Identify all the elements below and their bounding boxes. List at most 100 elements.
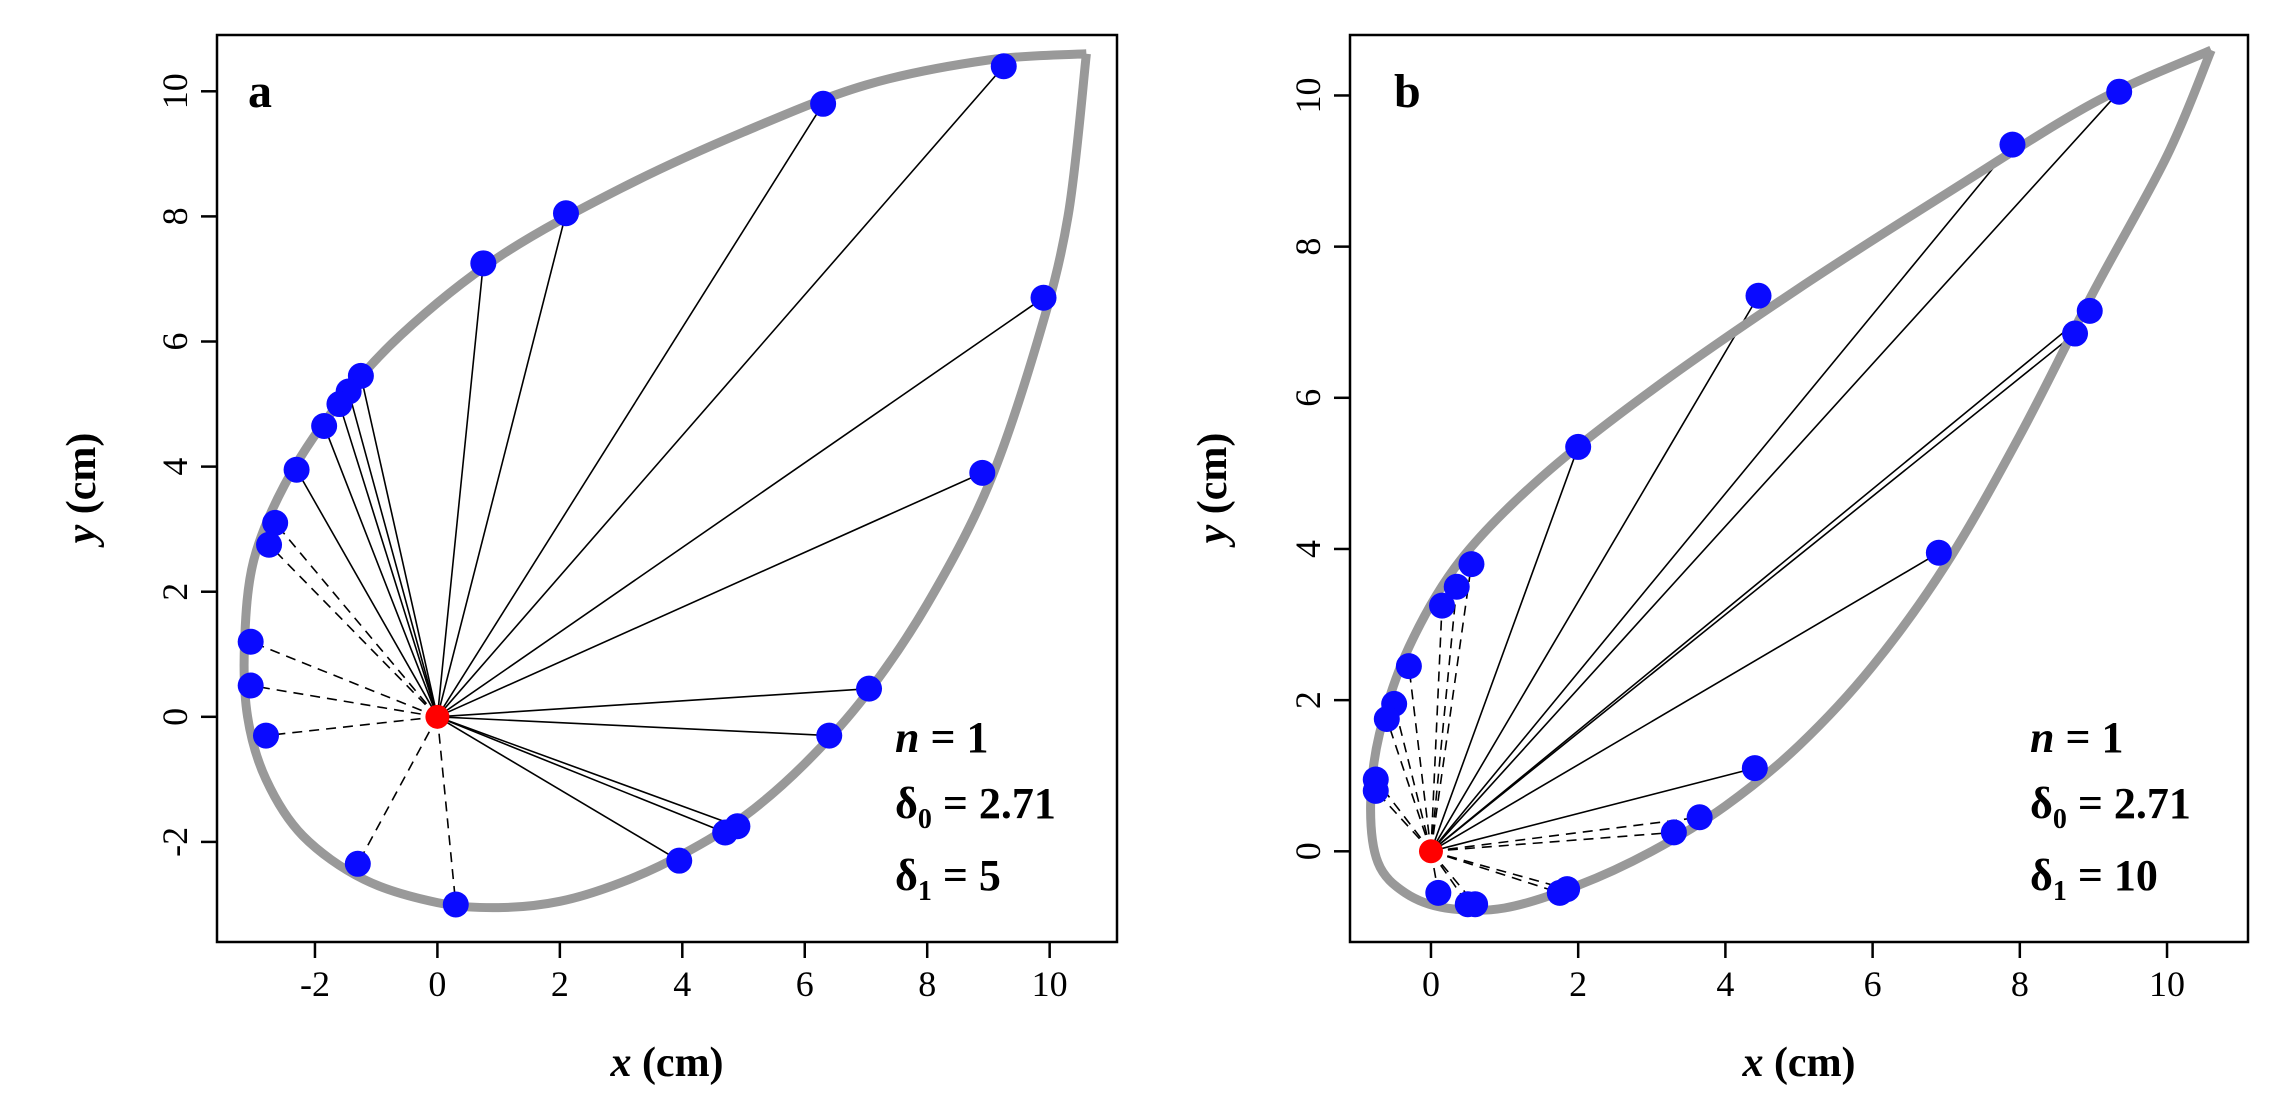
data-point: [344, 850, 371, 877]
x-tick-label: 8: [918, 964, 936, 1004]
data-point: [256, 531, 283, 558]
ray-line: [1430, 310, 2091, 852]
data-point: [816, 722, 843, 749]
data-point: [1462, 891, 1489, 918]
data-point: [470, 250, 497, 277]
x-tick-label: 2: [551, 964, 569, 1004]
data-point: [311, 412, 338, 439]
y-axis-label-b: y (cm): [1190, 433, 1236, 549]
data-point: [2076, 297, 2103, 324]
x-tick-label: 10: [2149, 964, 2185, 1004]
x-ticks-b: 0 2 4 6 8 10: [1422, 942, 2185, 1004]
ray-line: [437, 472, 983, 718]
data-point: [1429, 592, 1456, 619]
panel-letter-a: a: [248, 65, 272, 118]
data-point: [1395, 653, 1422, 680]
y-tick-label: 2: [155, 583, 195, 601]
ray-line: [323, 425, 439, 718]
ray-line: [1375, 790, 1432, 852]
ray-line: [436, 65, 1005, 718]
panel-letter-b: b: [1394, 65, 1421, 118]
data-point: [2106, 78, 2133, 105]
x-tick-label: 4: [1716, 964, 1734, 1004]
data-point: [1741, 755, 1768, 782]
data-point: [1686, 804, 1713, 831]
ray-line: [1430, 605, 1443, 852]
ray-line: [436, 213, 567, 718]
data-point: [1999, 131, 2026, 158]
panel-b: 0 2 4 6 8 10 0 2 4 6 8 10 b x (cm) y (cm) n = 1 δ0…: [1190, 33, 2250, 1086]
x-tick-label: 0: [428, 964, 446, 1004]
panel-a: -2 0 2 4 6 8 10 -2 0 2 4 6 8 10 a x (cm) y (cm) n = …: [59, 33, 1119, 1086]
y-tick-label: 8: [155, 207, 195, 225]
ray-line: [1430, 563, 1473, 852]
annotation-b: n = 1 δ0 = 2.71 δ1 = 10: [2030, 713, 2191, 907]
annotation-a: n = 1 δ0 = 2.71 δ1 = 5: [895, 713, 1056, 907]
ray-line: [250, 684, 438, 718]
ray-line: [347, 391, 439, 718]
annotation-delta1-b: δ1 = 10: [2030, 851, 2158, 907]
data-point: [1554, 876, 1581, 903]
data-point: [1362, 777, 1389, 804]
x-axis-label-b: x (cm): [1741, 1040, 1855, 1086]
data-point: [2062, 320, 2089, 347]
rays-a: [250, 65, 1044, 905]
ray-line: [1408, 666, 1432, 852]
y-tick-label: 6: [1288, 389, 1328, 407]
x-tick-label: -2: [300, 964, 330, 1004]
x-tick-label: 6: [796, 964, 814, 1004]
ray-line: [1430, 552, 1940, 852]
data-point: [442, 891, 469, 918]
y-tick-label: -2: [155, 827, 195, 857]
ray-line: [265, 716, 438, 737]
ray-line: [436, 103, 824, 718]
data-point: [969, 459, 996, 486]
data-point: [252, 722, 279, 749]
data-point: [666, 847, 693, 874]
data-point: [1373, 706, 1400, 733]
data-point: [990, 53, 1017, 80]
data-point: [283, 456, 310, 483]
y-ticks-a: -2 0 2 4 6 8 10: [155, 73, 217, 857]
data-point: [1458, 551, 1485, 578]
leaf-outline-b: [1366, 45, 2216, 915]
y-ticks-b: 0 2 4 6 8 10: [1288, 77, 1350, 860]
ray-line: [436, 716, 680, 862]
y-tick-label: 10: [155, 73, 195, 109]
y-tick-label: 10: [1288, 77, 1328, 113]
x-ticks-a: -2 0 2 4 6 8 10: [300, 942, 1068, 1004]
data-point: [552, 200, 579, 227]
y-tick-label: 4: [1288, 540, 1328, 558]
ray-line: [1430, 332, 2076, 852]
data-point: [326, 391, 353, 418]
data-point: [1425, 879, 1452, 906]
ray-line: [437, 687, 870, 718]
ray-line: [1386, 718, 1432, 852]
ray-line: [1430, 850, 1568, 890]
rays-b: [1375, 91, 2120, 905]
points-b: [1362, 78, 2133, 918]
x-tick-label: 6: [1864, 964, 1882, 1004]
x-axis-label-a: x (cm): [609, 1040, 723, 1086]
ray-line: [436, 263, 485, 717]
annotation-n-b: n = 1: [2030, 713, 2124, 762]
annotation-delta1-a: δ1 = 5: [895, 851, 1001, 907]
annotation-n-a: n = 1: [895, 713, 989, 762]
y-axis-label-a: y (cm): [59, 433, 105, 549]
data-point: [1443, 573, 1470, 600]
ray-line: [1430, 767, 1756, 853]
data-point: [1660, 819, 1687, 846]
annotation-delta0-b: δ0 = 2.71: [2030, 779, 2191, 835]
ray-line: [268, 544, 438, 718]
data-point: [237, 672, 264, 699]
y-tick-label: 8: [1288, 238, 1328, 256]
plot-frame-a: [215, 33, 1119, 944]
ray-line: [274, 522, 439, 718]
x-tick-label: 10: [1032, 964, 1068, 1004]
data-point: [856, 675, 883, 702]
y-tick-label: 2: [1288, 691, 1328, 709]
ray-line: [338, 403, 439, 718]
origin-point-b: [1418, 839, 1443, 864]
ray-line: [436, 297, 1044, 718]
y-tick-label: 4: [155, 458, 195, 476]
